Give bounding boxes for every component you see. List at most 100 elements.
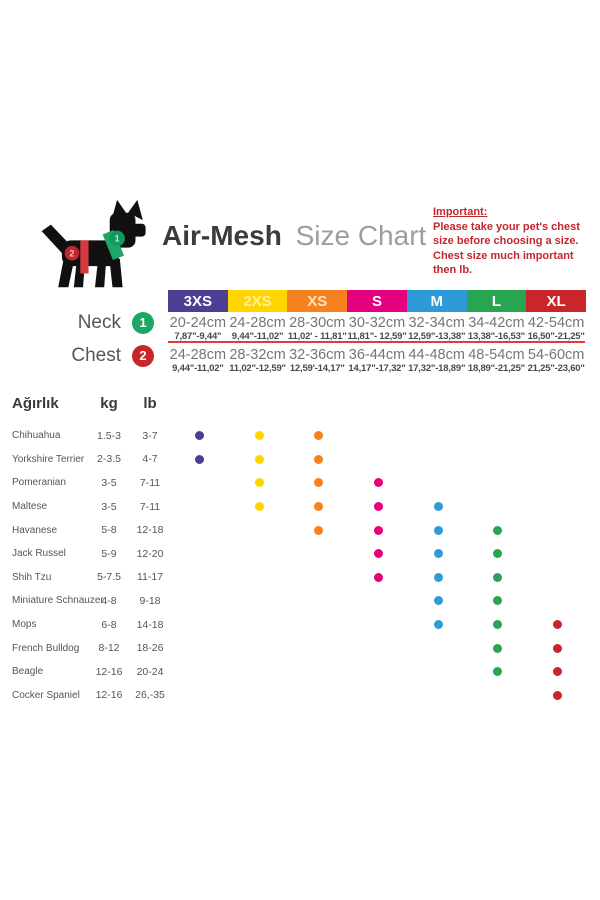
size-dot-cell-s [349,495,409,519]
neck-size-cell-l: 34-42cm 13,38"-16,53" [467,315,527,343]
size-dot-cell-s [349,636,409,660]
chest-label: Chest [71,344,121,366]
size-dot-xs [314,454,324,464]
kg-value: 1.5-3 [97,429,121,442]
size-dot-cell-xl [527,518,587,542]
size-dot-cell-3xs [170,613,230,637]
size-dot-xs [314,525,324,535]
size-band-cell-m: M [406,290,467,312]
size-dot-cell-xs [289,589,349,613]
size-dot-s [373,525,383,535]
size-dot-l [493,667,503,677]
size-dot-cell-m [408,424,468,448]
neck-size-cell-m: 32-34cm 12,59"-13,38" [407,315,467,343]
size-dot-cell-m [408,589,468,613]
size-dot-cell-xl [527,471,587,495]
lb-value: 3-7 [142,429,158,442]
size-dot-cell-xl [527,424,587,448]
size-dot-s [373,572,383,582]
size-dot-cell-2xs [230,636,290,660]
table-row: Yorkshire Terrier 2-3.5 4-7 [12,448,585,472]
dog-body [61,240,119,267]
size-dot-cell-3xs [170,448,230,472]
size-dot-cell-l [468,424,528,448]
page-title-light: Size Chart [295,220,427,251]
table-row: Miniature Schnauzer 4-8 9-18 [12,589,585,613]
chest-size-cell-3xs: 24-28cm 9,44"-11,02" [168,347,228,375]
size-dot-cell-s [349,448,409,472]
neck-cm-value: 24-28cm [229,315,286,331]
size-dot-cell-2xs [230,448,290,472]
breed-name: Beagle [12,666,44,678]
neck-size-cell-3xs: 20-24cm 7,87"-9,44" [168,315,228,343]
important-note-body: Please take your pet's chest size before… [433,220,580,277]
lb-value: 20-24 [136,665,164,678]
lb-value: 14-18 [136,618,164,631]
size-dot-xl [552,667,562,677]
size-dot-cell-l [468,589,528,613]
lb-value: 26,-35 [135,689,165,702]
neck-cm-value: 32-34cm [408,315,465,331]
size-dot-cell-2xs [230,471,290,495]
table-row: Jack Russel 5-9 12-20 [12,542,585,566]
chest-size-cell-s: 36-44cm 14,17"-17,32" [347,347,407,375]
size-dot-3xs [195,431,205,441]
size-dot-cell-2xs [230,424,290,448]
size-band-cell-l: L [466,290,527,312]
size-dot-cell-s [349,424,409,448]
size-dot-xl [552,643,562,653]
column-header-kg: kg [100,394,118,412]
size-dot-cell-xs [289,424,349,448]
lb-value: 7-11 [139,476,161,489]
size-dot-2xs [254,431,264,441]
neck-inch-value: 11,81"- 12,59" [347,331,407,342]
size-dot-cell-xl [527,542,587,566]
table-row: Beagle 12-16 20-24 [12,660,585,684]
breed-name: French Bulldog [12,642,80,654]
size-dot-m [433,572,443,582]
breed-name: Havanese [12,524,58,536]
size-dot-cell-3xs [170,424,230,448]
size-band-cell-2xs: 2XS [227,290,288,312]
size-band-cell-3xs: 3XS [168,290,228,312]
breed-weight-table: Ağırlık kg lb Chihuahua 1.5-3 3-7 Yorkshire… [12,392,585,707]
column-header-lb: lb [143,394,157,412]
size-dot-cell-3xs [170,471,230,495]
size-dot-3xs [195,454,205,464]
size-dot-l [493,572,503,582]
dog-leg [95,262,107,288]
size-dot-cell-2xs [230,589,290,613]
size-dot-cell-s [349,589,409,613]
dog-neck-badge-number: 1 [115,234,120,244]
kg-value: 3-5 [101,500,117,513]
dog-chest-badge [64,245,80,261]
table-row: Maltese 3-5 7-11 [12,495,585,519]
size-dot-cell-2xs [230,684,290,708]
size-dot-cell-s [349,542,409,566]
size-dot-s [373,478,383,488]
chest-size-cell-xl: 54-60cm 21,25"-23,60" [526,347,586,375]
size-band-cell-s: S [347,290,407,312]
size-dot-m [433,525,443,535]
important-note-title: Important: [433,206,488,218]
size-dot-cell-m [408,660,468,684]
size-dot-cell-3xs [170,518,230,542]
lb-value: 9-18 [139,594,161,607]
size-dot-s [373,549,383,559]
table-row: Chihuahua 1.5-3 3-7 [12,424,585,448]
breed-name: Pomeranian [12,477,66,489]
dog-muzzle [128,223,146,237]
size-dot-cell-xs [289,613,349,637]
size-dot-cell-s [349,613,409,637]
size-band-cell-xs: XS [287,290,348,312]
chest-number-badge: 2 [132,344,154,367]
chest-size-cell-2xs: 28-32cm 11,02"-12,59" [228,347,288,375]
size-dot-xs [314,431,324,441]
chest-label-row: Chest 2 [40,344,154,367]
size-dot-cell-l [468,518,528,542]
size-dot-cell-3xs [170,542,230,566]
lb-value: 11-17 [136,571,164,584]
size-dot-m [433,549,443,559]
breed-name: Chihuahua [12,430,61,442]
table-row: French Bulldog 8-12 18-26 [12,636,585,660]
